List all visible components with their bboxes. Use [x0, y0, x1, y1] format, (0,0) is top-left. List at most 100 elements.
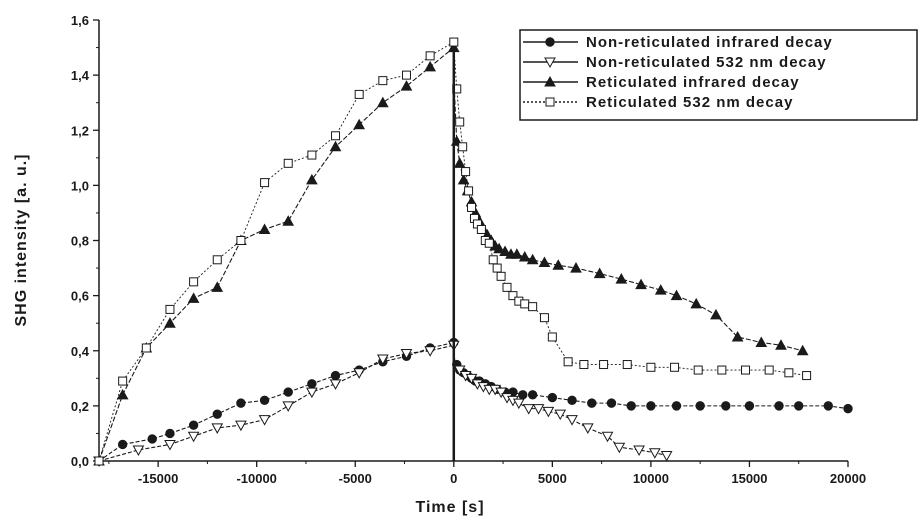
data-point — [329, 379, 342, 390]
data-point — [117, 439, 128, 450]
x-axis-title: Time [s] — [415, 499, 484, 516]
legend-marker — [544, 75, 556, 87]
data-point — [764, 365, 774, 375]
data-point — [518, 251, 531, 262]
data-point — [164, 439, 176, 451]
data-point — [693, 365, 703, 375]
y-tick-label: 0,2 — [71, 399, 89, 414]
data-point — [599, 360, 609, 370]
x-tick-label: -15000 — [138, 471, 178, 486]
data-point — [212, 409, 222, 419]
data-point — [495, 387, 507, 399]
data-point — [235, 420, 247, 432]
data-point — [306, 173, 318, 185]
data-point — [796, 344, 809, 356]
data-point — [376, 354, 389, 366]
data-point — [755, 336, 768, 347]
data-point — [520, 299, 530, 309]
data-point — [784, 368, 794, 378]
data-point — [581, 423, 594, 434]
data-point — [508, 291, 518, 301]
data-point — [376, 96, 389, 108]
data-point — [774, 401, 784, 411]
data-point — [164, 317, 176, 328]
data-point — [236, 398, 246, 408]
data-point — [717, 365, 727, 375]
data-point — [353, 368, 366, 379]
y-tick-label: 0,4 — [71, 344, 90, 359]
data-point — [823, 401, 833, 411]
series-1 — [94, 337, 853, 466]
data-point — [538, 256, 551, 268]
data-point — [400, 80, 413, 91]
data-point — [187, 431, 200, 443]
data-point — [307, 379, 317, 389]
y-tick-label: 0,8 — [71, 234, 89, 249]
data-point — [401, 70, 411, 80]
data-point — [212, 255, 222, 265]
data-point — [282, 401, 295, 412]
data-point — [354, 89, 364, 99]
data-point — [492, 263, 502, 273]
data-point — [258, 223, 271, 234]
data-point — [633, 445, 645, 457]
data-point — [615, 273, 628, 284]
data-point — [307, 150, 317, 160]
data-point — [499, 245, 511, 257]
data-point — [606, 398, 617, 408]
y-axis-title: SHG intensity [a. u.] — [13, 153, 30, 326]
legend-label: Non-reticulated 532 nm decay — [586, 54, 827, 71]
data-point — [188, 420, 199, 430]
x-tick-label: -5000 — [339, 471, 372, 486]
legend-item: Non-reticulated infrared decay — [523, 34, 832, 51]
data-point — [512, 398, 525, 410]
data-point — [476, 224, 486, 234]
data-point — [613, 442, 626, 454]
data-point — [118, 376, 128, 386]
data-point — [424, 60, 436, 72]
data-point — [527, 390, 538, 400]
legend: Non-reticulated infrared decay Non-reticu… — [519, 29, 918, 121]
series-4 — [94, 37, 812, 466]
data-point — [552, 259, 565, 270]
data-point — [646, 362, 656, 372]
data-point — [353, 118, 366, 130]
data-point — [165, 428, 175, 439]
data-point — [331, 131, 341, 141]
data-point — [465, 373, 478, 385]
data-point — [187, 292, 200, 303]
data-point — [457, 173, 470, 185]
data-point — [554, 409, 567, 421]
data-point — [741, 365, 751, 375]
data-point — [744, 401, 755, 411]
data-point — [654, 284, 667, 295]
data-point — [496, 271, 506, 281]
data-point — [464, 186, 474, 196]
data-point — [518, 390, 528, 400]
data-point — [528, 302, 538, 312]
data-point — [532, 404, 545, 415]
data-point — [467, 202, 477, 212]
data-point — [622, 360, 632, 370]
data-point — [502, 282, 512, 292]
legend-item: Reticulated infrared decay — [523, 74, 800, 91]
data-point — [449, 37, 459, 47]
data-point — [484, 238, 494, 248]
legend-marker — [545, 37, 555, 47]
x-tick-label: 5000 — [538, 471, 567, 486]
series-2 — [93, 340, 673, 468]
legend-label: Reticulated infrared decay — [586, 74, 800, 91]
data-point — [570, 262, 582, 273]
data-point — [488, 255, 498, 265]
data-point — [563, 357, 573, 367]
y-tick-label: 1,0 — [71, 178, 89, 193]
data-point — [648, 448, 661, 459]
data-point — [455, 117, 465, 127]
data-point — [566, 415, 578, 426]
legend-marker — [544, 57, 556, 69]
data-point — [731, 330, 744, 342]
data-point — [526, 253, 539, 265]
series-layer — [93, 37, 853, 468]
data-point — [329, 140, 342, 152]
